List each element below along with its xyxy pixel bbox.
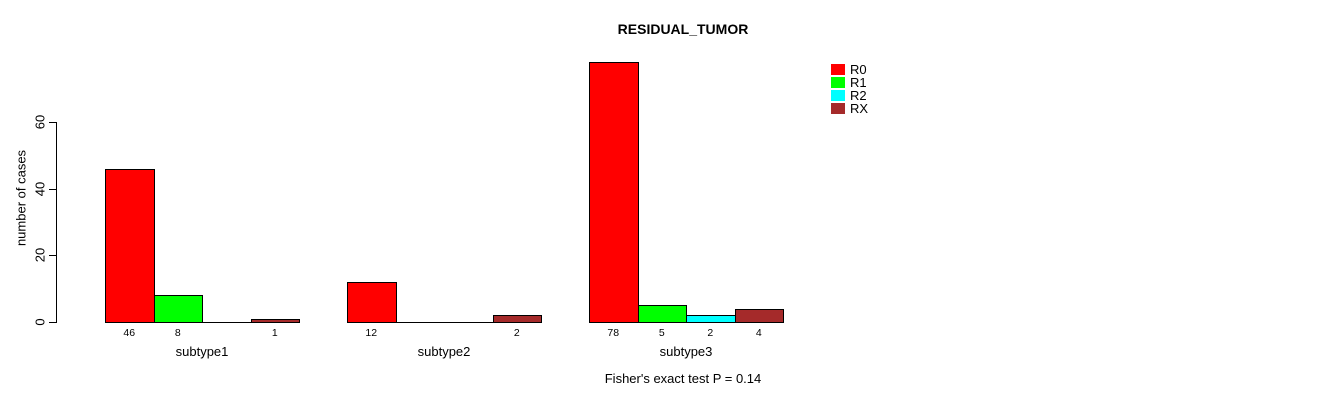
bar-subtype3-R0 [589,62,639,323]
legend-swatch-R2 [831,90,845,101]
bar-subtype1-R1 [153,295,203,323]
category-label-subtype3: subtype3 [659,344,713,359]
legend-item-R1: R1 [831,76,868,89]
bar-value-subtype3-R1: 5 [658,327,665,339]
bar-value-subtype2-RX: 2 [513,327,520,339]
y-tick-label-60: 60 [32,114,48,130]
y-tick-60 [49,122,57,123]
legend-swatch-RX [831,103,845,114]
y-tick-label-20: 20 [32,247,48,263]
bar-subtype3-R1 [637,305,687,323]
legend-swatch-R1 [831,77,845,88]
bar-subtype2-RX [492,315,542,323]
category-label-subtype1: subtype1 [175,344,229,359]
group-baseline-subtype2 [347,322,541,323]
y-tick-0 [49,322,57,323]
y-axis-label: number of cases [13,149,29,247]
legend-item-R2: R2 [831,89,868,102]
bar-value-subtype3-R0: 78 [607,327,620,339]
bar-value-subtype2-R0: 12 [365,327,378,339]
bar-value-subtype1-RX: 1 [271,327,278,339]
bar-subtype1-RX [250,319,300,323]
legend-label-R2: R2 [850,88,867,103]
legend-item-RX: RX [831,102,868,115]
y-tick-label-40: 40 [32,181,48,197]
fisher-test-annotation: Fisher's exact test P = 0.14 [604,371,762,386]
bar-subtype3-RX [734,309,784,323]
y-tick-40 [49,189,57,190]
bar-value-subtype1-R0: 46 [123,327,136,339]
bar-subtype2-R0 [347,282,397,323]
legend-label-R1: R1 [850,75,867,90]
y-tick-label-0: 0 [32,318,48,326]
legend-swatch-R0 [831,64,845,75]
legend-label-RX: RX [850,101,869,116]
y-tick-20 [49,255,57,256]
bar-value-subtype3-RX: 4 [755,327,762,339]
category-label-subtype2: subtype2 [417,344,471,359]
legend: R0 R1 R2 RX [831,63,868,115]
legend-label-R0: R0 [850,62,867,77]
bar-subtype3-R2 [686,315,736,323]
bar-subtype1-R0 [105,169,155,323]
bar-value-subtype3-R2: 2 [707,327,714,339]
legend-item-R0: R0 [831,63,868,76]
chart-title: RESIDUAL_TUMOR [617,21,749,37]
y-axis-line [56,122,57,323]
bar-value-subtype1-R1: 8 [174,327,181,339]
